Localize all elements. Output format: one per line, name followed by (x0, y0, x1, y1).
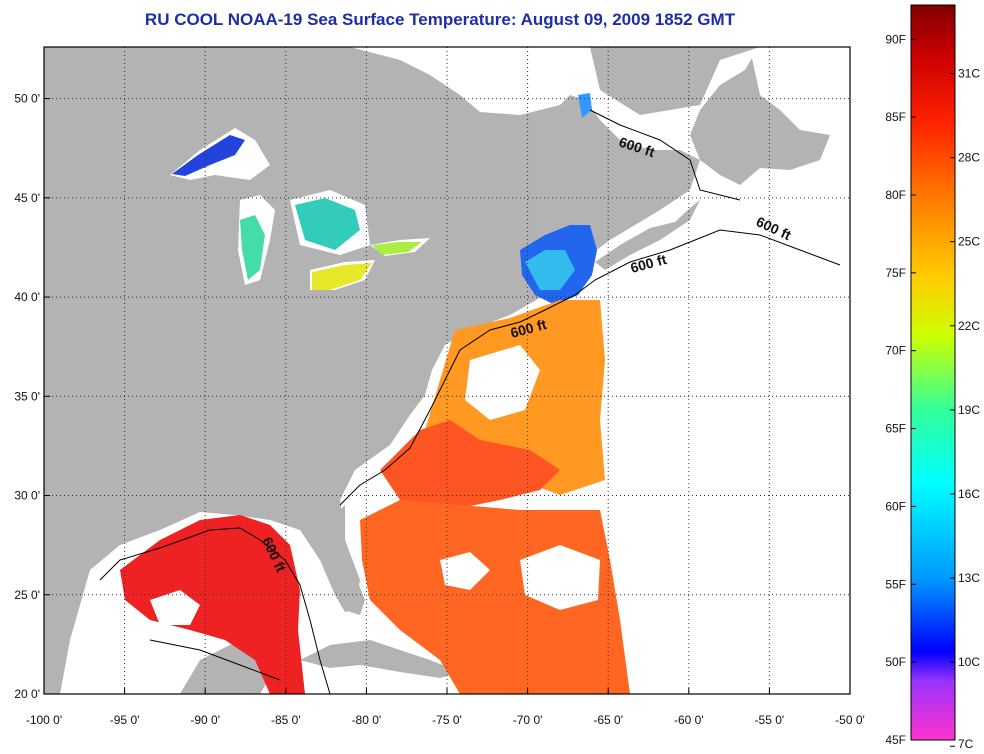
colorbar-f-label: 85F (885, 110, 906, 124)
lon-tick-label: -80 0' (352, 713, 382, 727)
colorbar-c-label: 19C (958, 403, 980, 417)
sst-lake-michigan (240, 215, 265, 280)
land-north-america (44, 47, 760, 694)
colorbar-c-label: 22C (958, 319, 980, 333)
colorbar-c-label: 31C (958, 67, 980, 81)
colorbar-f-label: 75F (885, 266, 906, 280)
cloud-patch (150, 590, 200, 625)
cloud-patch (520, 545, 600, 610)
colorbar-c-label: 13C (958, 571, 980, 585)
sst-gulf-of-maine-inner (525, 250, 575, 290)
colorbar-fahrenheit-labels: 90F 85F 80F 75F 70F 65F 60F 55F 50F 45F (885, 32, 916, 747)
colorbar-f-label: 60F (885, 499, 906, 513)
land-cuba (300, 640, 460, 678)
colorbar-c-label: 7C (958, 737, 974, 751)
land-newfoundland (690, 58, 830, 185)
lat-tick-label: 25 0' (14, 588, 40, 602)
sst-st-lawrence (578, 93, 592, 118)
lon-tick-label: -55 0' (755, 713, 785, 727)
map-title: RU COOL NOAA-19 Sea Surface Temperature:… (144, 10, 736, 29)
land-nova-scotia (595, 200, 700, 270)
contour-600ft (589, 109, 741, 201)
lon-tick-label: -60 0' (674, 713, 704, 727)
colorbar-c-label: 28C (958, 151, 980, 165)
colorbar-f-label: 55F (885, 577, 906, 591)
colorbar-f-label: 70F (885, 344, 906, 358)
sst-gulf-stream (380, 420, 560, 510)
lat-tick-label: 40 0' (14, 290, 40, 304)
lon-tick-label: -100 0' (26, 713, 62, 727)
colorbar-f-label: 50F (885, 655, 906, 669)
contour-600ft (149, 639, 281, 681)
latitude-axis: 50 0' 45 0' 40 0' 35 0' 30 0' 25 0' 20 0' (14, 92, 50, 701)
lat-tick-label: 50 0' (14, 92, 40, 106)
contour-600ft (99, 527, 331, 694)
lat-tick-label: 45 0' (14, 191, 40, 205)
colorbar-c-label: 16C (958, 487, 980, 501)
colorbar-c-label: 25C (958, 235, 980, 249)
colorbar-f-label: 80F (885, 188, 906, 202)
sst-lake-superior (172, 135, 245, 176)
lon-tick-label: -75 0' (432, 713, 462, 727)
longitude-axis: -100 0' -95 0' -90 0' -85 0' -80 0' -75 0' -70… (26, 688, 865, 727)
colorbar-f-label: 65F (885, 422, 906, 436)
cloud-patch (440, 552, 490, 590)
lon-tick-label: -70 0' (513, 713, 543, 727)
contour-600ft (339, 229, 841, 506)
colorbar-celsius-labels: 31C 28C 25C 22C 19C 16C 13C 10C 7C (950, 67, 980, 751)
cloud-patch (465, 345, 540, 420)
lat-tick-label: 30 0' (14, 489, 40, 503)
sst-gulf-of-mexico (120, 515, 305, 694)
colorbar-f-label: 45F (885, 733, 906, 747)
lat-tick-label: 35 0' (14, 389, 40, 403)
lat-tick-label: 20 0' (14, 687, 40, 701)
sst-lake-ontario (372, 242, 422, 255)
lon-tick-label: -85 0' (271, 713, 301, 727)
lon-tick-label: -50 0' (835, 713, 865, 727)
colorbar-c-label: 10C (958, 655, 980, 669)
lon-tick-label: -65 0' (593, 713, 623, 727)
lon-tick-label: -95 0' (110, 713, 140, 727)
land-florida (300, 505, 365, 615)
lon-tick-label: -90 0' (190, 713, 220, 727)
sst-lake-erie (312, 263, 372, 290)
sst-lake-huron (295, 198, 360, 250)
colorbar-f-label: 90F (885, 32, 906, 46)
colorbar-gradient (910, 4, 956, 741)
